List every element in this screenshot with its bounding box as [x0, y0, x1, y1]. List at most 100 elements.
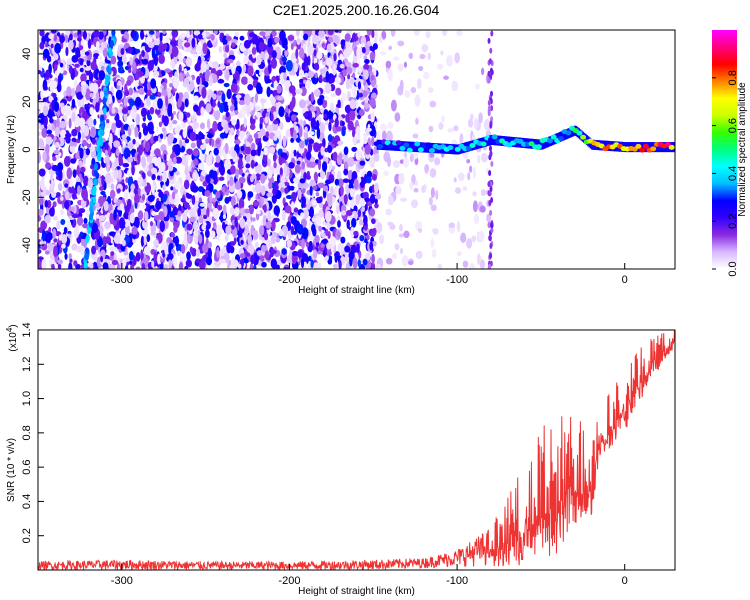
spectrogram-cell: [74, 63, 80, 68]
spectrogram-cell: [53, 63, 58, 70]
spectrogram-cell: [141, 182, 148, 187]
spectrogram-cell: [298, 99, 306, 109]
spectrogram-cell: [473, 117, 478, 129]
spectrogram-cell: [164, 36, 170, 45]
spectrogram-cell: [71, 213, 79, 219]
spectrogram-cell: [403, 151, 408, 158]
spectrogram-cell: [238, 232, 243, 238]
spectrogram-cell: [159, 220, 166, 233]
spectrogram-cell: [76, 91, 84, 100]
spectrogram-cell: [61, 234, 68, 244]
spectrogram-cell: [298, 69, 305, 78]
spectrogram-cell: [63, 226, 68, 234]
spectrogram-cell: [291, 95, 296, 108]
spectrogram-cell: [392, 252, 397, 260]
spectrogram-cell: [345, 61, 352, 69]
spectrogram-cell: [430, 187, 435, 198]
spectrogram-cell: [248, 49, 252, 56]
spectrogram-cell: [184, 168, 190, 176]
spectrogram-cell: [460, 232, 467, 244]
spectrogram-cell: [66, 86, 72, 97]
spectrogram-cell: [339, 63, 345, 69]
spectrogram-cell: [77, 34, 82, 39]
spectrogram-cell: [245, 146, 251, 155]
spectrogram-cell: [92, 30, 100, 38]
spectrogram-cell: [154, 107, 161, 115]
spectrogram-cell: [183, 179, 190, 190]
spectrogram-cell: [192, 220, 199, 232]
spectrogram-cell: [462, 186, 468, 191]
spectrogram-cell: [42, 105, 49, 116]
spectrogram-cell: [347, 246, 351, 253]
spectrogram-cell: [76, 185, 81, 195]
spectrogram-cell: [334, 117, 339, 129]
spectrogram-cell: [137, 210, 144, 221]
spectrogram-cell: [85, 88, 91, 101]
spectrogram-cell: [113, 169, 120, 179]
snr-panel: -300 -200 -100 0 0.2 0.4 0.6 0.8 1.0 1.2 1.4 Height…: [5, 322, 676, 597]
spectrogram-cell: [111, 122, 117, 134]
spectrogram-cell: [162, 171, 168, 183]
spectrogram-cell: [371, 184, 375, 193]
spectrogram-cell: [76, 245, 83, 253]
spectrogram-cell: [251, 217, 256, 222]
spectrogram-cell: [201, 86, 207, 99]
spectrogram-cell: [423, 71, 430, 80]
spectrogram-cell: [106, 75, 111, 83]
spectrogram-cell: [245, 141, 251, 147]
spectrogram-cell: [353, 178, 359, 190]
spectrogram-cell: [178, 262, 184, 269]
spectrogram-cell: [174, 180, 181, 190]
spectrogram-cell: [68, 65, 73, 75]
spectrogram-cell: [379, 234, 385, 245]
spectrogram-cell: [491, 134, 498, 140]
spectrogram-cell: [330, 93, 337, 98]
spectrogram-cell: [291, 58, 297, 64]
spectrogram-cell: [528, 141, 535, 147]
spectrogram-cell: [52, 215, 59, 221]
spectrogram-cell: [240, 107, 246, 119]
spectrogram-cell: [259, 128, 266, 137]
spectrogram-cell: [48, 33, 55, 40]
spectrogram-cell: [193, 158, 199, 166]
spectrogram-cell: [66, 220, 72, 231]
spectrogram-cell: [477, 230, 485, 243]
spectrogram-cell: [110, 251, 115, 256]
spectrogram-cell: [49, 117, 54, 124]
spectrogram-cell: [38, 119, 44, 124]
spectrogram-image: [38, 30, 675, 269]
spectrogram-cell: [147, 121, 154, 134]
spectrogram-cell: [296, 160, 301, 165]
spectrogram-cell: [118, 217, 126, 228]
spectrogram-cell: [173, 55, 178, 65]
spectrogram-cell: [478, 112, 483, 124]
spectrogram-cell: [544, 138, 547, 149]
spectrogram-cell: [300, 212, 305, 218]
spectrogram-cell: [174, 125, 181, 135]
spectrogram-cell: [38, 248, 42, 255]
spectrogram-cell: [53, 51, 58, 60]
spectrogram-cell: [52, 201, 57, 208]
spectrogram-cell: [122, 140, 126, 148]
spectrogram-cell: [369, 241, 374, 251]
spectrogram-cell: [308, 131, 315, 136]
spectrogram-cell: [124, 184, 128, 190]
spectrogram-cell: [275, 264, 280, 269]
spectrogram-cell: [158, 211, 165, 221]
spectrogram-cell: [101, 160, 105, 168]
spectrogram-cell: [284, 49, 288, 57]
spectrogram-cell: [150, 78, 157, 89]
spectrogram-cell: [103, 89, 108, 97]
spectrogram-cell: [342, 178, 350, 184]
spectrogram-cell: [143, 102, 147, 108]
colorbar-tick-label: 0.8: [727, 70, 739, 85]
spectrogram-cell: [260, 173, 266, 184]
spectrogram-cell: [39, 30, 45, 37]
spectrogram-cell: [231, 62, 236, 75]
spectrogram-cell: [266, 192, 274, 198]
spectrogram-cell: [370, 231, 376, 237]
spectrogram-cell: [340, 236, 346, 244]
spectrogram-cell: [103, 200, 109, 212]
spectrogram-cell: [209, 75, 213, 87]
spectrogram-cell: [177, 38, 183, 50]
